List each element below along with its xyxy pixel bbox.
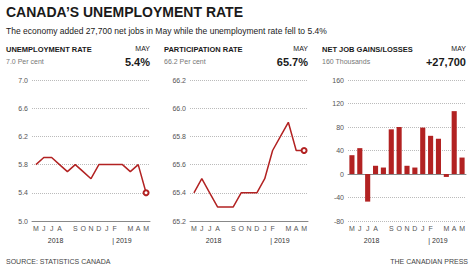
svg-text:N: N xyxy=(246,225,251,232)
svg-text:7.0 Per cent: 7.0 Per cent xyxy=(6,58,44,65)
svg-text:66.2 Per cent: 66.2 Per cent xyxy=(164,58,206,65)
svg-text:5.4%: 5.4% xyxy=(125,56,150,68)
svg-text:65.4: 65.4 xyxy=(172,189,186,196)
svg-text:F: F xyxy=(112,225,116,232)
svg-text:MAY: MAY xyxy=(451,45,466,52)
svg-text:M: M xyxy=(33,225,39,232)
svg-text:J: J xyxy=(421,225,425,232)
svg-text:-40: -40 xyxy=(334,194,344,201)
svg-text:J: J xyxy=(42,225,46,232)
svg-text:65.2: 65.2 xyxy=(172,218,186,225)
svg-text:MAY: MAY xyxy=(135,45,150,52)
svg-text:SOURCE: STATISTICS CANADA: SOURCE: STATISTICS CANADA xyxy=(6,258,111,265)
svg-text:M: M xyxy=(127,225,133,232)
svg-text:80: 80 xyxy=(336,124,344,131)
svg-text:O: O xyxy=(80,225,86,232)
svg-text:66.2: 66.2 xyxy=(172,77,186,84)
svg-text:F: F xyxy=(428,225,432,232)
svg-text:J: J xyxy=(105,225,109,232)
svg-text:M: M xyxy=(143,225,149,232)
svg-text:NET JOB GAINS/LOSSES: NET JOB GAINS/LOSSES xyxy=(322,45,413,54)
svg-text:5.0: 5.0 xyxy=(18,218,28,225)
svg-text:F: F xyxy=(270,225,274,232)
svg-text:65.6: 65.6 xyxy=(172,161,186,168)
svg-text:65.7%: 65.7% xyxy=(277,56,308,68)
svg-text:M: M xyxy=(191,225,197,232)
svg-text:CANADA’S UNEMPLOYMENT RATE: CANADA’S UNEMPLOYMENT RATE xyxy=(6,4,243,20)
svg-text:M: M xyxy=(301,225,307,232)
svg-text:J: J xyxy=(50,225,54,232)
svg-text:PARTICIPATION RATE: PARTICIPATION RATE xyxy=(164,45,243,54)
svg-text:66.0: 66.0 xyxy=(172,105,186,112)
svg-text:M: M xyxy=(285,225,291,232)
svg-text:A: A xyxy=(136,225,141,232)
svg-text:THE CANADIAN PRESS: THE CANADIAN PRESS xyxy=(390,258,468,265)
svg-text:A: A xyxy=(373,225,378,232)
svg-text:A: A xyxy=(57,225,62,232)
svg-text:S: S xyxy=(389,225,394,232)
svg-text:| 2019: | 2019 xyxy=(270,237,289,245)
svg-text:O: O xyxy=(396,225,402,232)
svg-text:D: D xyxy=(412,225,417,232)
svg-text:J: J xyxy=(366,225,370,232)
svg-text:M: M xyxy=(459,225,465,232)
svg-text:J: J xyxy=(263,225,267,232)
svg-text:-80: -80 xyxy=(334,218,344,225)
svg-text:7.0: 7.0 xyxy=(18,77,28,84)
svg-text:| 2019: | 2019 xyxy=(428,237,447,245)
svg-text:J: J xyxy=(208,225,212,232)
svg-text:M: M xyxy=(349,225,355,232)
svg-text:120: 120 xyxy=(332,100,344,107)
svg-text:N: N xyxy=(404,225,409,232)
svg-text:6.2: 6.2 xyxy=(18,133,28,140)
svg-text:2018: 2018 xyxy=(364,237,380,244)
svg-text:5.4: 5.4 xyxy=(18,189,28,196)
svg-text:2018: 2018 xyxy=(206,237,222,244)
svg-text:J: J xyxy=(358,225,362,232)
svg-text:0: 0 xyxy=(340,171,344,178)
svg-text:6.6: 6.6 xyxy=(18,105,28,112)
svg-text:| 2019: | 2019 xyxy=(112,237,131,245)
svg-text:D: D xyxy=(254,225,259,232)
svg-text:O: O xyxy=(238,225,244,232)
svg-text:A: A xyxy=(215,225,220,232)
svg-text:+27,700: +27,700 xyxy=(426,56,466,68)
svg-text:5.8: 5.8 xyxy=(18,161,28,168)
svg-text:160: 160 xyxy=(332,77,344,84)
svg-text:160 Thousands: 160 Thousands xyxy=(322,58,371,65)
svg-text:A: A xyxy=(452,225,457,232)
svg-text:S: S xyxy=(73,225,78,232)
svg-text:S: S xyxy=(231,225,236,232)
svg-text:A: A xyxy=(294,225,299,232)
svg-text:40: 40 xyxy=(336,147,344,154)
svg-text:MAY: MAY xyxy=(293,45,308,52)
svg-text:65.8: 65.8 xyxy=(172,133,186,140)
svg-text:J: J xyxy=(200,225,204,232)
svg-text:UNEMPLOYMENT RATE: UNEMPLOYMENT RATE xyxy=(6,45,92,54)
svg-text:D: D xyxy=(96,225,101,232)
svg-text:M: M xyxy=(443,225,449,232)
svg-text:2018: 2018 xyxy=(48,237,64,244)
svg-text:N: N xyxy=(88,225,93,232)
svg-text:The economy added 27,700 net j: The economy added 27,700 net jobs in May… xyxy=(6,26,327,36)
